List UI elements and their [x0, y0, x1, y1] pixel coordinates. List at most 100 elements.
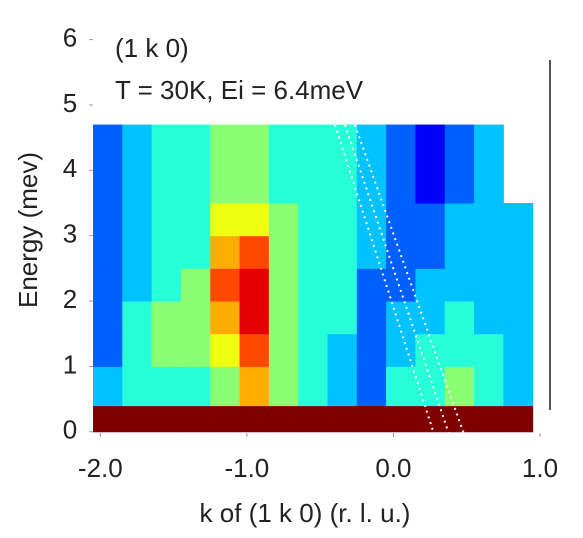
dispersion-guide [334, 124, 466, 438]
guide-line [334, 124, 436, 438]
heatmap-cell [444, 333, 475, 367]
heatmap-cell [327, 366, 358, 407]
heatmap-cell [122, 235, 153, 269]
heatmap-cell [180, 235, 211, 269]
heatmap-cell [151, 170, 182, 204]
heatmap-cell [415, 203, 446, 237]
heatmap-cell [93, 333, 123, 367]
heatmap-cell [93, 235, 123, 269]
heatmap-cell [444, 301, 475, 335]
heatmap-cell [356, 268, 387, 302]
heatmap-cell [415, 170, 446, 204]
heatmap-cell [503, 366, 534, 407]
heatmap-cell [444, 366, 475, 407]
heatmap-cell [151, 366, 182, 407]
heatmap-cell [151, 301, 182, 335]
y-tick-label: 4 [63, 153, 77, 183]
heatmap-cell [327, 203, 358, 237]
heatmap-cell [474, 268, 504, 302]
heatmap-cell [268, 301, 299, 335]
y-tick-label: 5 [63, 88, 77, 118]
y-tick-label: 2 [63, 284, 77, 314]
heatmap-cell [210, 268, 241, 302]
heatmap-cell [474, 203, 504, 237]
annotation: (1 k 0) [115, 33, 189, 63]
heatmap-cell [444, 203, 475, 237]
y-tick-label: 0 [63, 415, 77, 445]
heatmap-cell [151, 124, 182, 171]
heatmap-cell [298, 268, 328, 302]
heatmap-cell [444, 170, 475, 204]
annotation: T = 30K, Ei = 6.4meV [115, 75, 364, 105]
heatmap-cell [327, 405, 358, 433]
heatmap-cell [415, 235, 446, 269]
heatmap-cell [239, 366, 270, 407]
heatmap-cell [298, 301, 328, 335]
heatmap-cell [386, 235, 416, 269]
y-tick-label: 3 [63, 219, 77, 249]
heatmap-cell [122, 405, 153, 433]
heatmap-cell [386, 124, 416, 171]
heatmap-cell [503, 203, 534, 237]
heatmap-cell [93, 124, 123, 171]
heatmap-cell [122, 301, 153, 335]
heatmap-cell [268, 268, 299, 302]
heatmap-cell [474, 124, 504, 171]
heatmap-cell [474, 301, 504, 335]
heatmap-cell [210, 366, 241, 407]
heatmap-cell [327, 333, 358, 367]
heatmap-cell [474, 170, 504, 204]
heatmap-cell [122, 268, 153, 302]
heatmap-cell [474, 366, 504, 407]
heatmap-cell [298, 405, 328, 433]
heatmap-cell [122, 203, 153, 237]
heatmap-cell [268, 333, 299, 367]
x-tick-label: 0.0 [375, 453, 411, 483]
heatmap-cell [444, 124, 475, 171]
y-tick-label: 6 [63, 22, 77, 52]
heatmap-cell [327, 124, 358, 171]
heatmap-cell [210, 203, 241, 237]
heatmap-cell [386, 203, 416, 237]
heatmap-cell [268, 405, 299, 433]
heatmap-cell [239, 333, 270, 367]
heatmap-cell [298, 333, 328, 367]
heatmap-cell [210, 124, 241, 171]
heatmap-cell [415, 366, 446, 407]
heatmap-cell [268, 235, 299, 269]
heatmap-cell [239, 405, 270, 433]
heatmap-cell [122, 170, 153, 204]
heatmap-cell [327, 235, 358, 269]
heatmap-cell [503, 301, 534, 335]
heatmap-cell [503, 405, 534, 433]
heatmap-cell [356, 405, 387, 433]
heatmap-cell [415, 268, 446, 302]
y-tick-label: 1 [63, 349, 77, 379]
heatmap-cell [239, 268, 270, 302]
heatmap-cell [386, 405, 416, 433]
heatmap-cell [93, 170, 123, 204]
heatmap-cell [210, 333, 241, 367]
heatmap-cell [444, 235, 475, 269]
heatmap-cell [151, 235, 182, 269]
heatmap-cell [268, 170, 299, 204]
heatmap-cell [444, 268, 475, 302]
heatmap-cell [210, 301, 241, 335]
heatmap-cell [356, 170, 387, 204]
heatmap-cell [298, 203, 328, 237]
heatmap-cell [122, 124, 153, 171]
heatmap-cell [356, 124, 387, 171]
x-axis-label: k of (1 k 0) (r. l. u.) [200, 498, 411, 528]
heatmap-cell [210, 405, 241, 433]
heatmap-cell [327, 170, 358, 204]
heatmap-cell [180, 124, 211, 171]
heatmap-cell [93, 301, 123, 335]
x-tick-label: -2.0 [78, 453, 123, 483]
heatmap-cell [180, 301, 211, 335]
heatmap-cell [180, 405, 211, 433]
heatmap-cell [93, 366, 123, 407]
heatmap-cell [239, 203, 270, 237]
heatmap-cell [210, 170, 241, 204]
heatmap-cell [503, 235, 534, 269]
